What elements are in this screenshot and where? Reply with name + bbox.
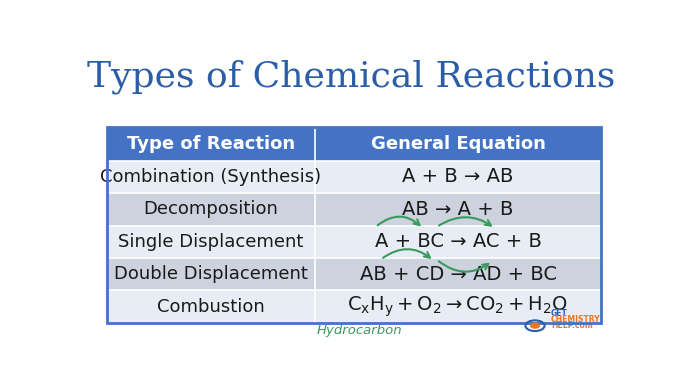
Text: Decomposition: Decomposition <box>143 200 279 218</box>
Text: $\mathregular{C_xH_y + O_2 \rightarrow CO_2 + H_2O}$: $\mathregular{C_xH_y + O_2 \rightarrow C… <box>347 294 569 319</box>
Bar <box>107 225 602 258</box>
Text: Combustion: Combustion <box>157 298 265 315</box>
Bar <box>107 127 602 161</box>
Text: HELP.com: HELP.com <box>551 321 593 330</box>
Bar <box>107 127 602 323</box>
Text: CHEMISTRY: CHEMISTRY <box>551 315 600 324</box>
Text: Double Displacement: Double Displacement <box>114 265 308 283</box>
Text: Combination (Synthesis): Combination (Synthesis) <box>100 168 322 186</box>
Text: A + BC → AC + B: A + BC → AC + B <box>375 232 541 251</box>
Bar <box>107 161 602 193</box>
Text: Type of Reaction: Type of Reaction <box>127 135 295 152</box>
Circle shape <box>531 323 539 328</box>
Text: Hydrocarbon: Hydrocarbon <box>317 324 403 337</box>
Text: Types of Chemical Reactions: Types of Chemical Reactions <box>87 60 616 94</box>
Text: A + B → AB: A + B → AB <box>403 168 514 186</box>
Text: AB → A + B: AB → A + B <box>403 200 514 219</box>
Text: Single Displacement: Single Displacement <box>118 233 303 251</box>
Bar <box>107 193 602 225</box>
Text: General Equation: General Equation <box>370 135 545 152</box>
Text: AB + CD → AD + BC: AB + CD → AD + BC <box>359 265 556 284</box>
Text: GET: GET <box>551 309 568 318</box>
Bar <box>107 258 602 290</box>
Bar <box>107 290 602 323</box>
